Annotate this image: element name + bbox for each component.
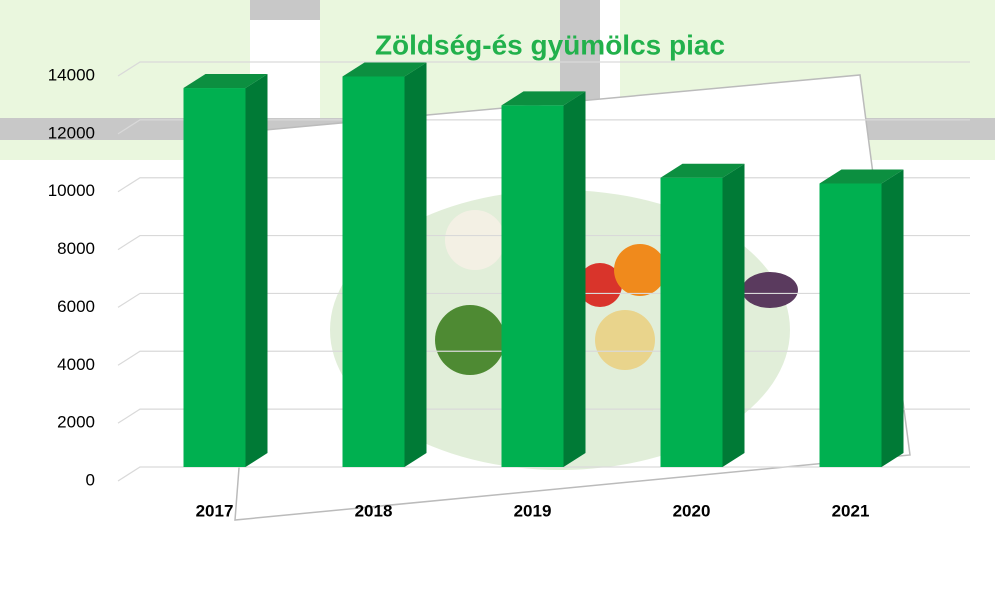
x-tick-label: 2019	[514, 501, 552, 520]
grid-line	[117, 61, 970, 77]
y-tick-label: 14000	[48, 65, 95, 84]
y-tick-label: 0	[86, 470, 95, 489]
y-tick-label: 10000	[48, 181, 95, 200]
y-tick-label: 12000	[48, 123, 95, 142]
grid-line	[117, 119, 970, 135]
photo-eggplant	[742, 272, 798, 308]
bar-top	[819, 169, 904, 184]
bar-side	[722, 163, 745, 467]
photo-broccoli	[435, 305, 505, 375]
bar-side	[245, 74, 268, 468]
x-tick-label: 2017	[196, 501, 234, 520]
bar-side	[881, 169, 904, 467]
bar-side	[563, 91, 586, 468]
x-tick-label: 2021	[832, 501, 870, 520]
chart-title: Zöldség-és gyümölcs piac	[375, 29, 725, 60]
bar-side	[404, 62, 427, 467]
bar	[183, 88, 246, 468]
bar	[501, 105, 564, 468]
y-tick-label: 4000	[57, 355, 95, 374]
bar-top	[660, 163, 745, 178]
bar	[819, 183, 882, 467]
photo-potato	[595, 310, 655, 370]
bar	[342, 76, 405, 467]
gray-block	[250, 0, 320, 20]
bar-top	[342, 62, 427, 77]
photo-pepper	[614, 244, 666, 296]
y-tick-label: 2000	[57, 413, 95, 432]
y-tick-label: 6000	[57, 297, 95, 316]
photo-tomato	[578, 263, 622, 307]
photo-cauliflower	[445, 210, 505, 270]
bar	[660, 177, 723, 467]
bar-top	[501, 91, 586, 106]
x-tick-label: 2018	[355, 501, 393, 520]
x-tick-label: 2020	[673, 501, 711, 520]
y-tick-label: 8000	[57, 239, 95, 258]
bar-top	[183, 74, 268, 89]
